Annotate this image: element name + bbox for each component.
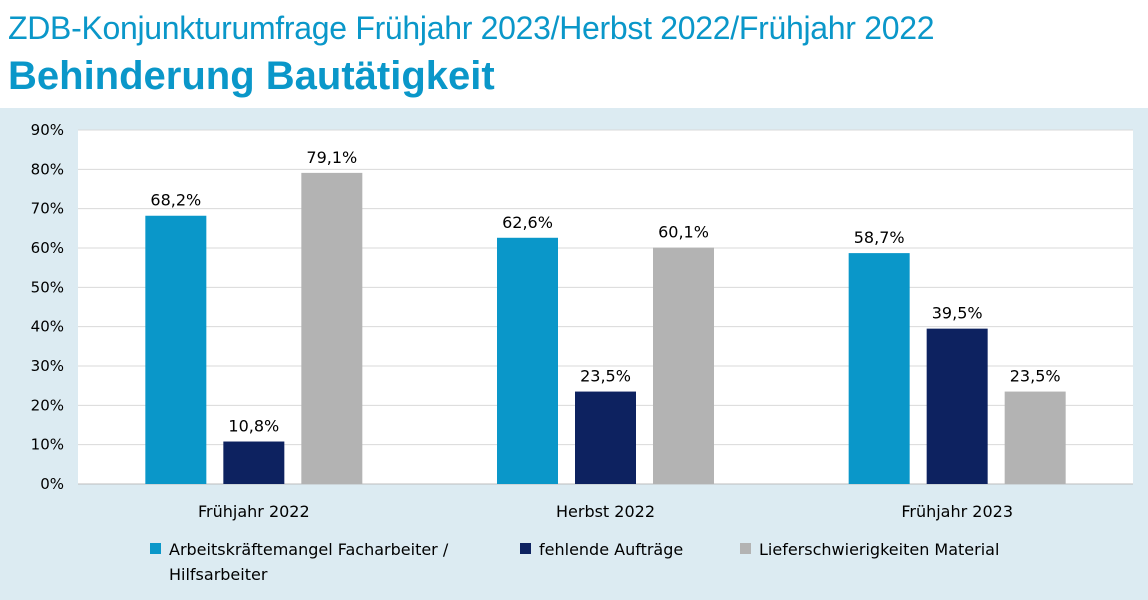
data-label: 39,5% bbox=[932, 304, 983, 323]
y-tick-label: 10% bbox=[31, 436, 64, 454]
x-category-label: Herbst 2022 bbox=[556, 502, 655, 521]
bar bbox=[848, 253, 910, 484]
bar bbox=[223, 441, 285, 484]
y-tick-label: 60% bbox=[31, 239, 64, 257]
data-label: 79,1% bbox=[306, 148, 357, 167]
page-title: ZDB-Konjunkturumfrage Frühjahr 2023/Herb… bbox=[8, 10, 935, 46]
legend-label: Hilfsarbeiter bbox=[169, 565, 268, 584]
bar bbox=[497, 237, 558, 484]
data-label: 10,8% bbox=[228, 417, 279, 436]
bar bbox=[145, 215, 207, 484]
bar bbox=[1004, 391, 1066, 484]
bar bbox=[653, 247, 714, 484]
data-label: 60,1% bbox=[658, 223, 709, 242]
y-tick-label: 90% bbox=[31, 121, 64, 139]
bar bbox=[301, 172, 363, 484]
y-tick-label: 0% bbox=[40, 475, 64, 493]
legend-swatch bbox=[150, 543, 161, 554]
y-tick-label: 40% bbox=[31, 318, 64, 336]
data-label: 58,7% bbox=[854, 228, 905, 247]
y-tick-label: 50% bbox=[31, 278, 64, 296]
legend-label: Arbeitskräftemangel Facharbeiter / bbox=[169, 540, 449, 559]
data-label: 23,5% bbox=[1010, 367, 1061, 386]
data-label: 68,2% bbox=[150, 191, 201, 210]
legend-label: Lieferschwierigkeiten Material bbox=[759, 540, 999, 559]
legend-label: fehlende Aufträge bbox=[539, 540, 683, 559]
data-label: 23,5% bbox=[580, 367, 631, 386]
x-category-label: Frühjahr 2022 bbox=[198, 502, 310, 521]
y-tick-label: 80% bbox=[31, 160, 64, 178]
bar bbox=[926, 328, 988, 484]
y-tick-label: 70% bbox=[31, 200, 64, 218]
x-category-label: Frühjahr 2023 bbox=[901, 502, 1013, 521]
legend-swatch bbox=[740, 543, 751, 554]
y-tick-label: 30% bbox=[31, 357, 64, 375]
data-label: 62,6% bbox=[502, 213, 553, 232]
legend-swatch bbox=[520, 543, 531, 554]
bar bbox=[575, 391, 636, 484]
page-subtitle: Behinderung Bautätigkeit bbox=[8, 54, 495, 98]
y-tick-label: 20% bbox=[31, 396, 64, 414]
header: ZDB-Konjunkturumfrage Frühjahr 2023/Herb… bbox=[0, 0, 1148, 108]
